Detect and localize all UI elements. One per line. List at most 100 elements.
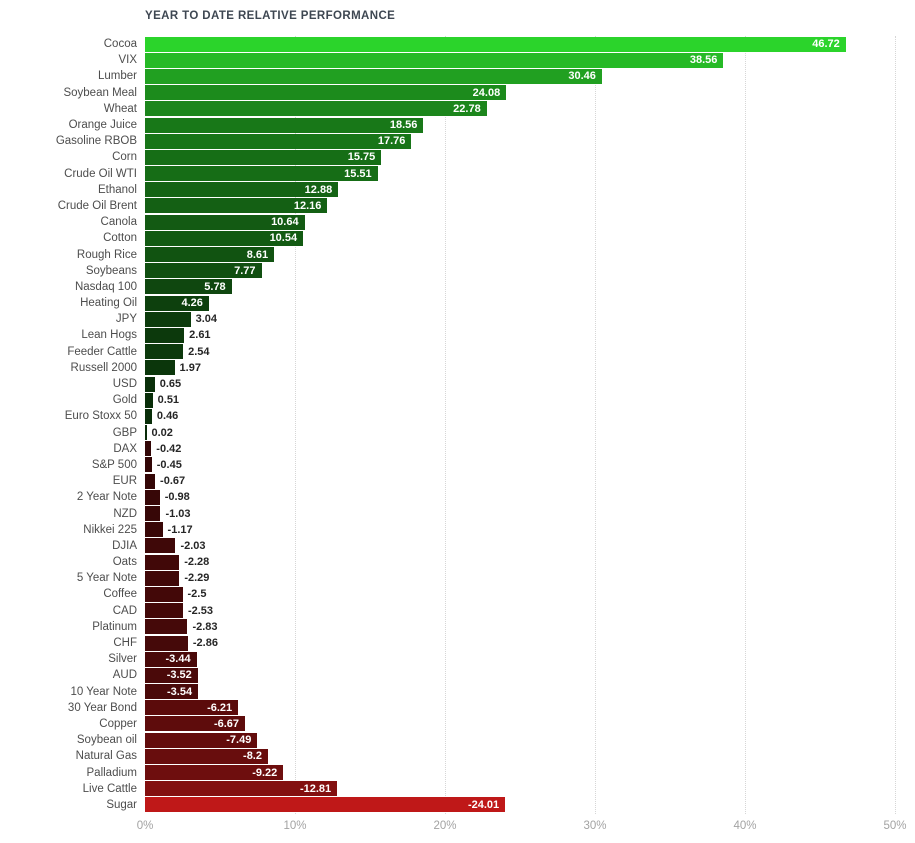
bar-track: -0.42 — [145, 441, 915, 457]
gridlines — [145, 36, 896, 814]
bar-row: Wheat 22.78 — [0, 101, 915, 117]
value-label: -3.44 — [165, 653, 191, 666]
bar-row: Soybean oil -7.49 — [0, 732, 915, 748]
bar-row: Lean Hogs 2.61 — [0, 327, 915, 343]
performance-bar — [145, 311, 191, 327]
performance-bar — [145, 344, 184, 360]
bar-track: 1.97 — [145, 360, 915, 376]
performance-bar: 22.78 — [145, 101, 487, 117]
category-label: Sugar — [106, 798, 137, 811]
category-label: Orange Juice — [68, 119, 137, 132]
value-label: 7.77 — [234, 264, 256, 277]
bar-row: Gasoline RBOB 17.76 — [0, 133, 915, 149]
value-label: 10.64 — [271, 216, 299, 229]
value-label: 12.88 — [304, 183, 333, 196]
bar-row: Euro Stoxx 50 0.46 — [0, 408, 915, 424]
plot-area: Cocoa 46.72 VIX 38.56 Lumber 30.46 Soybean Mea… — [0, 36, 915, 841]
performance-bar — [145, 619, 188, 635]
performance-bar — [145, 603, 183, 619]
value-label: 3.04 — [195, 313, 218, 326]
performance-bar — [145, 473, 156, 489]
value-label: 2.54 — [188, 345, 210, 358]
axis-tick-label: 0% — [136, 820, 154, 832]
chart-title: YEAR TO DATE RELATIVE PERFORMANCE — [145, 10, 396, 22]
performance-bar: -6.21 — [145, 700, 239, 716]
value-label: -2.29 — [184, 572, 210, 585]
category-label: Live Cattle — [82, 782, 137, 795]
category-label: Cocoa — [103, 38, 137, 51]
value-label: 24.08 — [472, 86, 501, 99]
category-label: Lumber — [98, 70, 137, 83]
bar-track: 17.76 — [145, 133, 915, 149]
bar-track: 15.75 — [145, 149, 915, 165]
bar-row: CAD -2.53 — [0, 603, 915, 619]
value-label: -7.49 — [226, 734, 252, 747]
bar-track: 8.61 — [145, 247, 915, 263]
category-label: Nasdaq 100 — [74, 280, 137, 293]
value-label: -6.67 — [213, 717, 240, 730]
performance-bar: -12.81 — [145, 781, 338, 797]
value-label: -2.28 — [184, 556, 210, 569]
bar-track: -12.81 — [145, 781, 915, 797]
bar-track: 0.51 — [145, 392, 915, 408]
performance-bar: -6.67 — [145, 716, 246, 732]
performance-bar: 7.77 — [145, 263, 262, 279]
category-label: S&P 500 — [91, 458, 137, 471]
bar-row: Orange Juice 18.56 — [0, 117, 915, 133]
performance-bar: 38.56 — [145, 52, 724, 68]
bar-row: Russell 2000 1.97 — [0, 360, 915, 376]
category-label: CHF — [113, 637, 137, 650]
bar-track: -1.17 — [145, 522, 915, 538]
bar-row: Ethanol 12.88 — [0, 182, 915, 198]
bar-row: Soybeans 7.77 — [0, 263, 915, 279]
bar-track: -2.03 — [145, 538, 915, 554]
performance-bar: 5.78 — [145, 279, 232, 295]
gridline — [895, 36, 896, 814]
category-label: Heating Oil — [80, 297, 137, 310]
value-label: 15.51 — [344, 167, 372, 180]
bar-row: USD 0.65 — [0, 376, 915, 392]
bar-track: 0.02 — [145, 425, 915, 441]
bar-row: Crude Oil Brent 12.16 — [0, 198, 915, 214]
value-label: 5.78 — [204, 280, 226, 293]
bar-track: -6.67 — [145, 716, 915, 732]
performance-bar: 12.88 — [145, 182, 339, 198]
value-label: -12.81 — [299, 782, 332, 795]
performance-bar: -8.2 — [145, 748, 268, 764]
value-label: 22.78 — [453, 102, 481, 115]
value-label: 30.46 — [568, 70, 596, 83]
performance-bar: -9.22 — [145, 765, 284, 781]
axis-tick-label: 40% — [733, 820, 757, 832]
performance-bar — [145, 360, 175, 376]
category-label: AUD — [112, 669, 137, 682]
bar-row: Coffee -2.5 — [0, 586, 915, 602]
category-label: 30 Year Bond — [67, 701, 137, 714]
bar-track: 30.46 — [145, 68, 915, 84]
bar-track: 0.65 — [145, 376, 915, 392]
bar-row: 5 Year Note -2.29 — [0, 570, 915, 586]
bar-track: -2.83 — [145, 619, 915, 635]
category-label: Soybeans — [85, 264, 137, 277]
bar-track: 10.54 — [145, 230, 915, 246]
performance-bar: 15.51 — [145, 166, 378, 182]
bar-track: -0.67 — [145, 473, 915, 489]
value-label: -1.03 — [165, 507, 191, 520]
performance-bar — [145, 408, 152, 424]
bar-track: -0.45 — [145, 457, 915, 473]
category-label: VIX — [118, 54, 137, 67]
performance-bar — [145, 586, 183, 602]
bar-row: JPY 3.04 — [0, 311, 915, 327]
value-label: 8.61 — [246, 248, 269, 261]
performance-bar: -3.52 — [145, 667, 198, 683]
performance-bar: 10.64 — [145, 214, 305, 230]
bar-row: DAX -0.42 — [0, 441, 915, 457]
performance-bar: 4.26 — [145, 295, 209, 311]
value-label: -3.52 — [166, 669, 192, 682]
bar-track: 15.51 — [145, 166, 915, 182]
performance-bar — [145, 425, 147, 441]
category-label: Cotton — [103, 232, 137, 245]
category-label: EUR — [112, 475, 137, 488]
performance-bar — [145, 376, 155, 392]
bar-track: -2.5 — [145, 586, 915, 602]
